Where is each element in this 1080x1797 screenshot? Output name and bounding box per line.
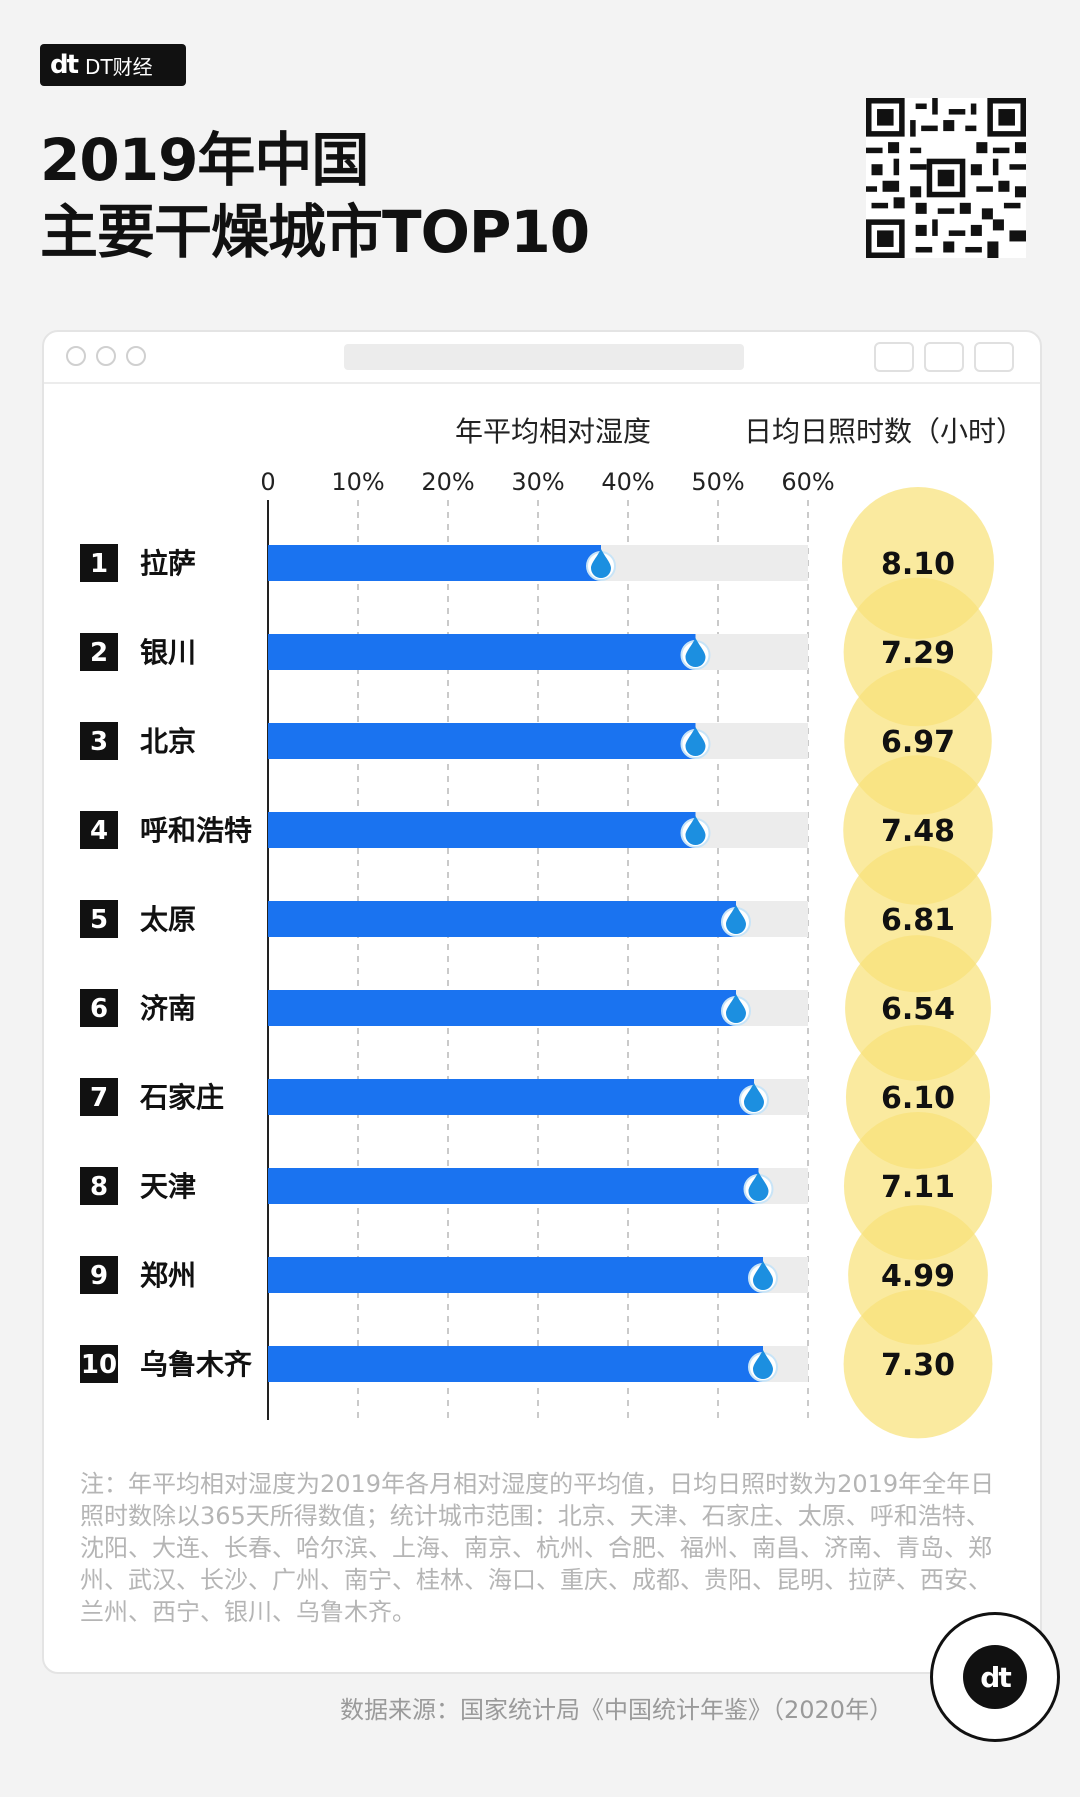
city-label: 济南 bbox=[140, 992, 196, 1025]
rank-number: 6 bbox=[90, 994, 108, 1024]
minimize-icon bbox=[96, 346, 116, 366]
maximize-icon bbox=[126, 346, 146, 366]
city-label: 乌鲁木齐 bbox=[140, 1348, 253, 1381]
water-drop-icon bbox=[753, 1261, 773, 1290]
sunshine-value-label: 6.54 bbox=[881, 992, 955, 1027]
rank-badge bbox=[80, 1078, 118, 1116]
humidity-sunshine-chart: 0 10% 20% 30% 40% 50% 60% 1 拉萨 8.10 2 银川 7.29 3 北京 6.97… bbox=[80, 468, 994, 1439]
sunshine-value-label: 6.81 bbox=[881, 903, 955, 938]
water-drop-icon bbox=[685, 638, 706, 668]
city-label: 银川 bbox=[140, 636, 196, 669]
humidity-header: 年平均相对湿度 bbox=[455, 415, 652, 448]
humidity-bar bbox=[268, 723, 696, 759]
rank-number: 9 bbox=[90, 1261, 108, 1291]
rank-number: 4 bbox=[90, 816, 108, 846]
humidity-bar bbox=[268, 990, 736, 1026]
record-icon bbox=[874, 342, 914, 372]
sunshine-value-label: 8.10 bbox=[881, 547, 955, 582]
water-drop-icon bbox=[744, 1083, 764, 1112]
sunshine-value-label: 4.99 bbox=[881, 1259, 955, 1294]
window-toolbar bbox=[44, 332, 1040, 384]
x-tick-label: 20% bbox=[421, 468, 474, 496]
water-drop-icon bbox=[685, 816, 706, 845]
city-label: 郑州 bbox=[140, 1259, 196, 1292]
corner-logo: dt bbox=[930, 1612, 1060, 1742]
rank-badge bbox=[80, 1167, 118, 1205]
x-tick-label: 0 bbox=[260, 468, 275, 496]
x-tick-label: 30% bbox=[511, 468, 564, 496]
rank-number: 1 bbox=[90, 549, 108, 579]
corner-logo-mark: dt bbox=[963, 1645, 1027, 1709]
humidity-bar bbox=[268, 545, 601, 581]
qr-code-icon bbox=[866, 98, 1026, 258]
humidity-bar bbox=[268, 901, 736, 937]
data-source: 数据来源：国家统计局《中国统计年鉴》（2020年） bbox=[340, 1696, 894, 1724]
city-label: 北京 bbox=[140, 725, 196, 758]
rank-number: 3 bbox=[90, 727, 108, 757]
x-tick-label: 40% bbox=[601, 468, 654, 496]
sunshine-circle bbox=[843, 1289, 993, 1439]
humidity-bar bbox=[268, 812, 696, 848]
rank-number: 5 bbox=[90, 905, 108, 935]
rank-badge bbox=[80, 989, 118, 1027]
rank-badge bbox=[80, 633, 118, 671]
humidity-bar bbox=[268, 1168, 759, 1204]
close-icon bbox=[66, 346, 86, 366]
x-tick-label: 10% bbox=[331, 468, 384, 496]
city-label: 呼和浩特 bbox=[140, 814, 252, 847]
sunshine-value-label: 7.30 bbox=[881, 1348, 955, 1383]
city-label: 石家庄 bbox=[139, 1081, 224, 1114]
sunshine-value-label: 7.11 bbox=[881, 1170, 955, 1205]
water-drop-icon bbox=[753, 1350, 773, 1379]
water-drop-icon bbox=[591, 549, 611, 578]
humidity-bar bbox=[268, 1257, 763, 1293]
rank-badge bbox=[80, 900, 118, 938]
humidity-bar bbox=[268, 634, 696, 670]
rank-number: 7 bbox=[90, 1083, 108, 1113]
address-bar bbox=[344, 344, 744, 370]
water-drop-icon bbox=[726, 994, 746, 1023]
brand-name: DT财经 bbox=[85, 54, 153, 79]
rank-number: 10 bbox=[81, 1350, 117, 1380]
water-drop-icon bbox=[726, 905, 746, 934]
brand-mark: dt bbox=[50, 50, 79, 80]
sunshine-value-label: 6.97 bbox=[881, 725, 955, 760]
title-line-2: 主要干燥城市TOP10 bbox=[40, 198, 590, 266]
rank-badge bbox=[80, 811, 118, 849]
humidity-bar bbox=[268, 1079, 754, 1115]
sunshine-header: 日均日照时数（小时） bbox=[744, 415, 1025, 448]
rank-badge bbox=[80, 1345, 118, 1383]
city-label: 太原 bbox=[140, 903, 196, 936]
rank-number: 8 bbox=[90, 1172, 108, 1202]
city-label: 天津 bbox=[140, 1170, 196, 1203]
footnote: 注：年平均相对湿度为2019年各月相对湿度的平均值，日均日照时数为2019年全年… bbox=[80, 1470, 995, 1626]
sunshine-value-label: 7.29 bbox=[881, 636, 955, 671]
water-drop-icon bbox=[748, 1172, 769, 1201]
rank-badge bbox=[80, 722, 118, 760]
share-icon bbox=[924, 342, 964, 372]
x-tick-label: 50% bbox=[691, 468, 744, 496]
water-drop-icon bbox=[685, 727, 706, 756]
sunshine-value-label: 6.10 bbox=[881, 1081, 955, 1116]
humidity-bar bbox=[268, 1346, 763, 1382]
copy-icon bbox=[974, 342, 1014, 372]
page-title: 2019年中国 主要干燥城市TOP10 bbox=[40, 124, 590, 268]
sunshine-value-label: 7.48 bbox=[881, 814, 955, 849]
rank-badge bbox=[80, 544, 118, 582]
brand-logo: dt DT财经 bbox=[40, 44, 186, 86]
rank-badge bbox=[80, 1256, 118, 1294]
rank-number: 2 bbox=[90, 638, 108, 668]
city-label: 拉萨 bbox=[140, 547, 196, 580]
x-tick-label: 60% bbox=[781, 468, 834, 496]
title-line-1: 2019年中国 bbox=[40, 126, 369, 194]
